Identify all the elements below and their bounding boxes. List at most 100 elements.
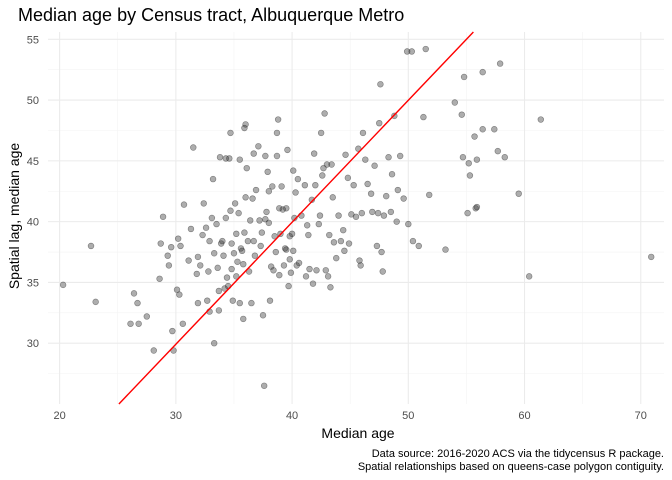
data-point	[228, 265, 235, 273]
data-point	[426, 191, 433, 199]
data-point	[451, 99, 458, 106]
data-point	[150, 347, 157, 354]
data-point	[321, 110, 328, 117]
data-point	[130, 290, 138, 297]
data-point	[251, 252, 259, 259]
data-point	[263, 208, 270, 216]
data-point	[211, 340, 218, 347]
data-point	[265, 188, 273, 195]
data-point	[464, 209, 471, 217]
data-point	[369, 208, 376, 216]
plot-panel	[48, 31, 664, 405]
data-point	[322, 267, 329, 274]
data-point	[290, 247, 297, 255]
data-point	[258, 229, 266, 236]
caption-line-1: Data source: 2016-2020 ACS via the tidyc…	[372, 448, 664, 460]
data-point	[301, 181, 309, 189]
data-point	[409, 237, 417, 245]
data-point	[305, 231, 312, 239]
data-point	[357, 262, 364, 269]
data-point	[174, 235, 182, 242]
data-point	[228, 240, 235, 247]
data-point	[537, 116, 544, 123]
data-point	[387, 208, 395, 216]
data-point	[236, 299, 243, 307]
x-axis-title: Median age	[321, 425, 394, 441]
data-point	[352, 213, 360, 220]
data-point	[330, 239, 338, 246]
y-tick-label: 45	[27, 156, 39, 168]
data-point	[323, 161, 331, 168]
data-point	[87, 242, 95, 250]
data-point	[221, 285, 228, 292]
data-point	[308, 196, 316, 203]
data-point	[328, 161, 335, 168]
data-point	[257, 242, 264, 250]
x-axis-ticks: 20 30 40 50 60 70	[53, 410, 646, 422]
data-point	[287, 269, 295, 276]
data-point	[479, 68, 486, 76]
data-point	[222, 214, 230, 222]
y-tick-label: 30	[27, 338, 39, 350]
data-point	[473, 156, 481, 163]
data-point	[367, 190, 375, 197]
y-tick-label: 55	[27, 34, 39, 46]
data-point	[393, 218, 400, 225]
data-point	[215, 287, 223, 295]
data-point	[240, 260, 247, 268]
data-point	[316, 212, 324, 219]
data-point	[293, 262, 300, 269]
data-point	[496, 60, 504, 67]
data-point	[197, 262, 204, 269]
data-point	[473, 203, 481, 211]
data-point	[364, 180, 371, 188]
data-point	[292, 189, 299, 196]
x-tick-label: 60	[518, 410, 530, 422]
x-tick-label: 50	[402, 410, 414, 422]
data-point	[283, 205, 290, 212]
data-point	[273, 129, 281, 137]
caption-line-2: Spatial relationships based on queens-ca…	[358, 461, 664, 473]
data-point	[460, 73, 468, 81]
data-point	[256, 217, 263, 224]
data-point	[226, 155, 233, 162]
data-point	[358, 209, 366, 217]
data-point	[143, 313, 150, 320]
data-point	[262, 152, 269, 160]
data-point	[169, 327, 176, 335]
data-point	[376, 119, 383, 127]
data-point	[312, 181, 319, 189]
data-point	[180, 201, 188, 208]
data-point	[491, 126, 498, 133]
data-point	[442, 246, 449, 253]
data-point	[408, 48, 415, 55]
data-point	[359, 129, 367, 137]
data-point	[420, 113, 427, 121]
data-point	[236, 156, 243, 163]
data-point	[327, 284, 334, 291]
data-point	[459, 154, 467, 161]
data-point	[400, 195, 407, 202]
data-point	[310, 150, 318, 157]
y-axis-title: Spatial lag, median age	[6, 143, 22, 290]
data-point	[279, 206, 286, 213]
data-point	[385, 154, 392, 161]
data-point	[345, 240, 353, 247]
data-point	[302, 273, 310, 280]
data-point	[319, 172, 326, 179]
data-point	[244, 237, 252, 245]
data-point	[187, 225, 195, 233]
y-tick-label: 50	[27, 95, 39, 107]
data-point	[250, 150, 257, 157]
data-point	[515, 190, 522, 197]
data-point	[250, 237, 257, 245]
data-point	[216, 154, 224, 161]
gridlines	[48, 32, 664, 404]
data-point	[403, 48, 411, 55]
data-point	[259, 312, 267, 319]
x-tick-label: 70	[635, 410, 647, 422]
data-point	[283, 246, 290, 253]
y-axis-ticks: 30 35 40 45 50 55	[27, 34, 39, 350]
data-point	[211, 250, 218, 257]
